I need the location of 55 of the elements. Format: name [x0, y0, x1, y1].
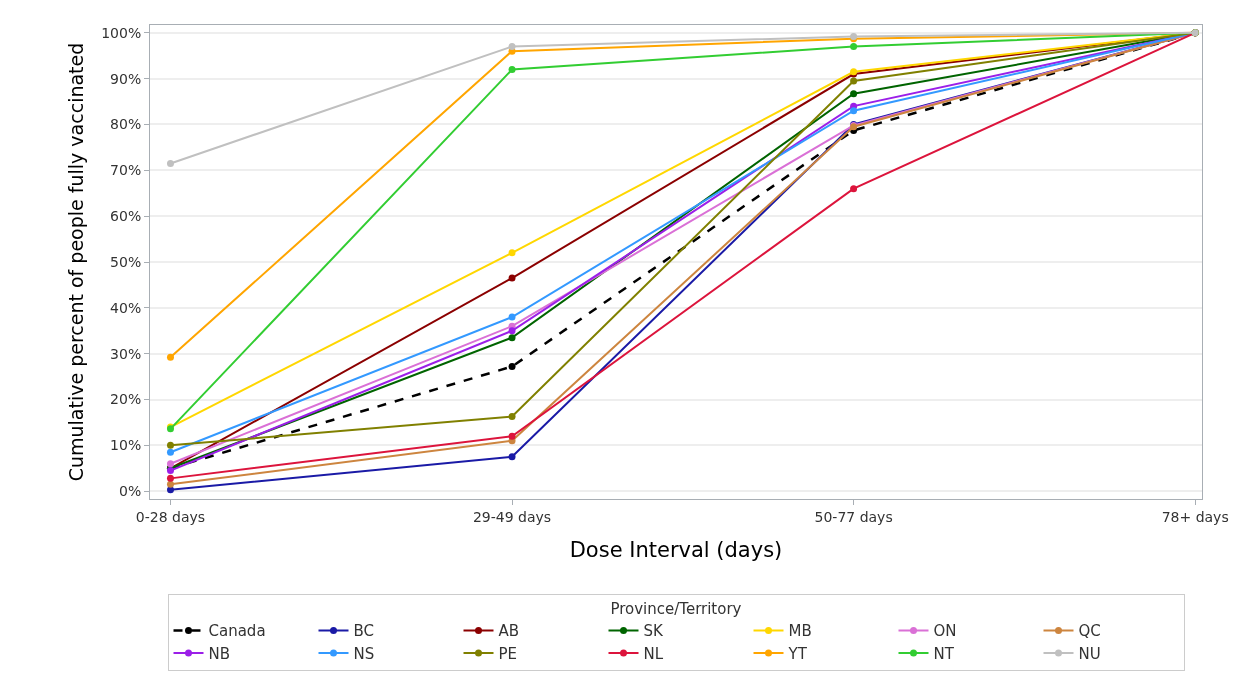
point — [850, 185, 858, 193]
legend-label: NU — [1078, 644, 1101, 663]
y-tick-label: 10% — [110, 437, 142, 454]
y-tick-label: 20% — [110, 391, 142, 408]
point — [508, 432, 516, 440]
point — [508, 334, 516, 342]
point — [166, 460, 174, 468]
x-tick-label: 0-28 days — [135, 508, 206, 525]
legend-label: ON — [933, 622, 957, 641]
y-tick-label: 90% — [110, 70, 142, 87]
y-tick-label: 70% — [110, 162, 142, 179]
point — [166, 353, 174, 361]
point — [508, 274, 516, 282]
legend-title: Province/Territory — [610, 600, 742, 619]
point — [166, 441, 174, 449]
y-tick-label: 50% — [110, 253, 142, 270]
y-tick-label: 40% — [110, 299, 142, 316]
point — [850, 107, 858, 115]
point — [508, 65, 516, 73]
point — [508, 412, 516, 420]
x-tick-label: 29-49 days — [472, 508, 552, 525]
point — [850, 90, 858, 98]
point — [166, 480, 174, 488]
legend-label: NB — [208, 644, 231, 663]
legend-label: YT — [787, 644, 808, 663]
y-tick-label: 100% — [101, 24, 142, 41]
point — [166, 159, 174, 167]
legend-label: NS — [353, 644, 375, 663]
y-tick-label: 0% — [118, 483, 142, 500]
point — [850, 77, 858, 85]
x-tick-label: 50-77 days — [814, 508, 893, 525]
y-tick-label: 30% — [110, 345, 142, 362]
y-tick-label: 80% — [110, 116, 142, 133]
legend-label: QC — [1078, 622, 1101, 641]
legend-label: NT — [933, 644, 955, 663]
point — [508, 249, 516, 257]
point — [508, 453, 516, 461]
x-axis-title: Dose Interval (days) — [569, 538, 783, 562]
legend-label: MB — [788, 622, 812, 641]
legend-label: AB — [498, 622, 520, 641]
point — [508, 313, 516, 321]
legend-label: NL — [643, 644, 664, 663]
legend-label: PE — [498, 644, 518, 663]
point — [508, 43, 516, 51]
point — [850, 43, 858, 51]
point — [508, 327, 516, 335]
point — [508, 363, 516, 371]
y-axis-title: Cumulative percent of people fully vaccinated — [65, 42, 88, 482]
legend-label: SK — [643, 622, 665, 641]
legend-label: BC — [353, 622, 375, 641]
legend-label: Canada — [208, 622, 266, 641]
point — [166, 474, 174, 482]
x-tick-label: 78+ days — [1161, 508, 1229, 525]
y-tick-label: 60% — [110, 208, 142, 225]
point — [166, 448, 174, 456]
